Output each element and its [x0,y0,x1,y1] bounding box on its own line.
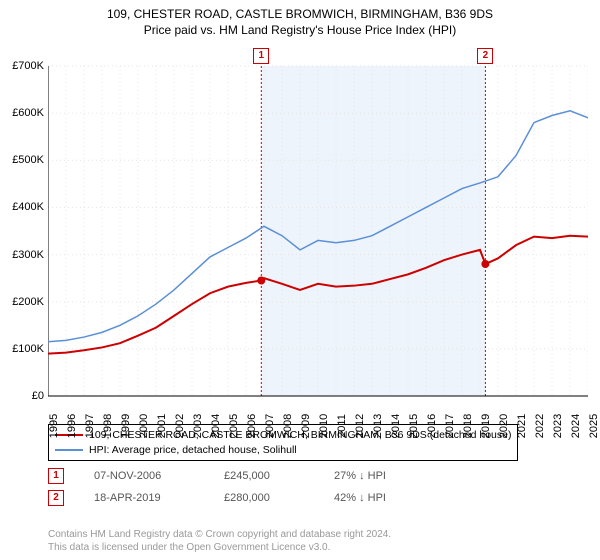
chart-event-badge: 2 [477,48,493,64]
footnote-line1: Contains HM Land Registry data © Crown c… [48,528,391,541]
xtick-label: 1997 [84,414,96,438]
event-row-1: 1 07-NOV-2006 £245,000 27% ↓ HPI [48,468,454,484]
xtick-label: 2008 [282,414,294,438]
event-badge-2: 2 [48,490,64,506]
xtick-label: 2001 [156,414,168,438]
xtick-label: 2017 [444,414,456,438]
legend-row-hpi: HPI: Average price, detached house, Soli… [55,443,511,458]
ytick-label: £300K [12,249,44,261]
legend-label-hpi: HPI: Average price, detached house, Soli… [89,443,297,458]
chart-title-line1: 109, CHESTER ROAD, CASTLE BROMWICH, BIRM… [0,6,600,22]
ytick-label: £100K [12,343,44,355]
legend-swatch-hpi [55,449,83,451]
ytick-label: £200K [12,296,44,308]
ytick-label: £400K [12,201,44,213]
xtick-label: 2009 [300,414,312,438]
chart-title-block: 109, CHESTER ROAD, CASTLE BROMWICH, BIRM… [0,0,600,38]
xtick-label: 2006 [246,414,258,438]
xtick-label: 2002 [174,414,186,438]
xtick-label: 2013 [372,414,384,438]
event-row-2: 2 18-APR-2019 £280,000 42% ↓ HPI [48,490,454,506]
xtick-label: 2014 [390,414,402,438]
xtick-label: 2020 [498,414,510,438]
xtick-label: 2023 [552,414,564,438]
xtick-label: 2025 [588,414,600,438]
xtick-label: 2021 [516,414,528,438]
event-date-2: 18-APR-2019 [94,492,194,504]
xtick-label: 2004 [210,414,222,438]
event-date-1: 07-NOV-2006 [94,470,194,482]
xtick-label: 2015 [408,414,420,438]
xtick-label: 2022 [534,414,546,438]
xtick-label: 1998 [102,414,114,438]
xtick-label: 2011 [336,414,348,438]
xtick-label: 2024 [570,414,582,438]
event-price-1: £245,000 [224,470,304,482]
xtick-label: 2019 [480,414,492,438]
chart-svg [48,46,588,416]
event-badge-1: 1 [48,468,64,484]
footnote-line2: This data is licensed under the Open Gov… [48,541,391,554]
xtick-label: 2007 [264,414,276,438]
ytick-label: £600K [12,107,44,119]
event-price-2: £280,000 [224,492,304,504]
xtick-label: 2012 [354,414,366,438]
xtick-label: 2003 [192,414,204,438]
xtick-label: 2018 [462,414,474,438]
xtick-label: 2005 [228,414,240,438]
ytick-label: £500K [12,154,44,166]
xtick-label: 2010 [318,414,330,438]
xtick-label: 1995 [48,414,60,438]
event-pct-1: 27% ↓ HPI [334,470,454,482]
xtick-label: 2000 [138,414,150,438]
footnote-block: Contains HM Land Registry data © Crown c… [48,528,391,554]
events-table: 1 07-NOV-2006 £245,000 27% ↓ HPI 2 18-AP… [48,468,454,512]
chart-title-line2: Price paid vs. HM Land Registry's House … [0,22,600,38]
event-pct-2: 42% ↓ HPI [334,492,454,504]
ytick-label: £700K [12,60,44,72]
xtick-label: 2016 [426,414,438,438]
xtick-label: 1996 [66,414,78,438]
chart-plot-area [48,46,588,416]
ytick-label: £0 [32,390,44,402]
xtick-label: 1999 [120,414,132,438]
chart-event-badge: 1 [253,48,269,64]
